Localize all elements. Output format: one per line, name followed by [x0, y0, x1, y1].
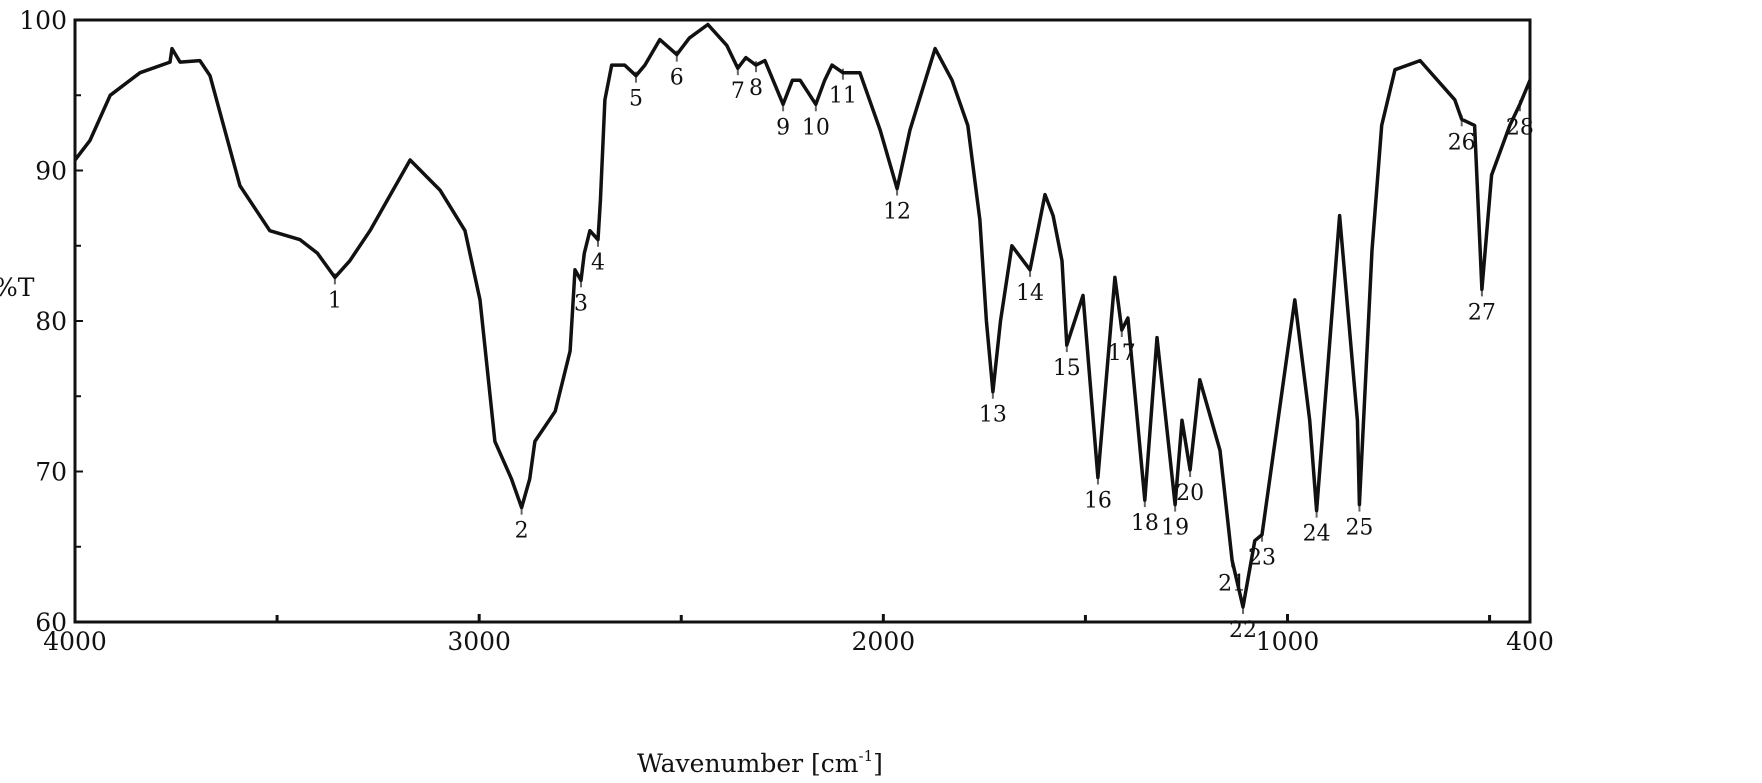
peak-label: 25 — [1345, 516, 1373, 541]
peak-label: 8 — [749, 76, 763, 101]
x-tick-label: 3000 — [447, 627, 511, 656]
peak-label: 22 — [1229, 618, 1257, 643]
y-tick-label: 80 — [35, 307, 67, 336]
peak-label: 9 — [776, 115, 790, 140]
peak-label: 11 — [829, 84, 857, 109]
x-axis-label-main: Wavenumber [cm — [637, 749, 859, 778]
x-tick-label: 400 — [1506, 627, 1554, 656]
x-tick-label: 1000 — [1256, 627, 1320, 656]
peak-label: 6 — [670, 66, 684, 91]
peak-label: 2 — [515, 519, 529, 544]
spectrum-line — [73, 22, 1532, 609]
x-axis-label-close: ] — [873, 749, 883, 778]
peak-label: 15 — [1053, 356, 1081, 381]
peak-label: 4 — [591, 251, 605, 276]
y-tick-label: 100 — [19, 6, 67, 35]
peak-label: 21 — [1218, 571, 1246, 596]
y-axis-label: %T — [0, 273, 35, 302]
peak-label: 14 — [1016, 281, 1044, 306]
peak-label: 3 — [574, 291, 588, 316]
x-tick-label: 2000 — [852, 627, 916, 656]
peak-label: 7 — [731, 79, 745, 104]
peak-label: 10 — [802, 115, 830, 140]
peak-label: 24 — [1303, 522, 1331, 547]
x-tick-label: 4000 — [43, 627, 107, 656]
peak-label: 27 — [1468, 300, 1496, 325]
y-tick-label: 70 — [35, 458, 67, 487]
peak-label: 16 — [1084, 489, 1112, 514]
peak-label: 12 — [883, 200, 911, 225]
y-tick-label: 90 — [35, 157, 67, 186]
peak-label: 20 — [1176, 481, 1204, 506]
peak-label: 19 — [1161, 516, 1189, 541]
peak-label: 18 — [1131, 511, 1159, 536]
peak-label: 1 — [328, 288, 342, 313]
peak-label: 13 — [979, 403, 1007, 428]
y-tick-label: 60 — [35, 608, 67, 637]
x-axis-label-sup: -1 — [859, 747, 874, 765]
peak-label: 26 — [1448, 130, 1476, 155]
peak-label: 5 — [629, 87, 643, 112]
x-axis-label: Wavenumber [cm-1] — [637, 747, 883, 778]
